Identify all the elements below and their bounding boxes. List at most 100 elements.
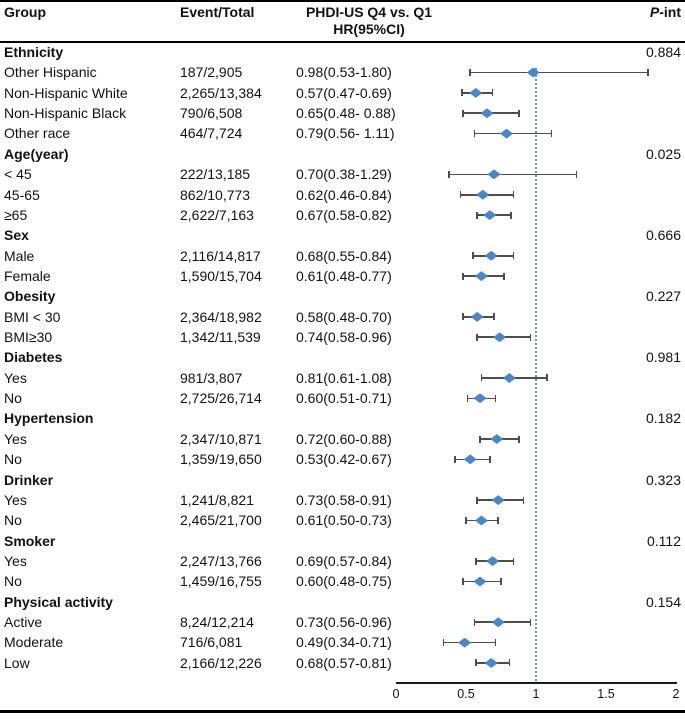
subgroup-label: Male [4, 247, 35, 264]
hr-ci-text: 0.69(0.57-0.84) [296, 552, 392, 569]
event-total-value: 1,241/8,821 [180, 491, 254, 508]
ci-cap-lower [462, 109, 464, 117]
subgroup-row: Other Hispanic 187/2,905 0.98(0.53-1.80) [0, 62, 685, 82]
group-row: Hypertension 0.182 [0, 408, 685, 428]
subgroup-row: 45-65 862/10,773 0.62(0.46-0.84) [0, 185, 685, 205]
p-interaction-value: 0.981 [645, 349, 681, 366]
ci-cap-upper [518, 109, 520, 117]
ci-cap-lower [475, 557, 477, 565]
event-total-value: 2,725/26,714 [180, 390, 262, 407]
ci-bar [449, 173, 577, 176]
x-axis-tick-label: 0.5 [457, 687, 475, 701]
hr-point-diamond-marker [490, 434, 504, 445]
ci-cap-upper [494, 639, 497, 647]
subgroup-row: ≥65 2,622/7,163 0.67(0.58-0.82) [0, 205, 685, 225]
event-total-value: 2,347/10,871 [180, 430, 262, 447]
bottom-rule [0, 710, 685, 713]
ci-cap-lower [465, 516, 467, 524]
ci-cap-lower [442, 639, 445, 647]
event-total-value: 2,364/18,982 [180, 308, 262, 325]
hr-ci-text: 0.68(0.57-0.81) [296, 654, 392, 671]
subgroup-row: Yes 2,347/10,871 0.72(0.60-0.88) [0, 429, 685, 449]
subgroup-label: BMI < 30 [4, 308, 61, 325]
ci-cap-upper [512, 252, 515, 260]
event-total-value: 2,166/12,226 [180, 654, 262, 671]
ci-cap-lower [462, 272, 464, 280]
ci-cap-lower [476, 496, 478, 504]
p-interaction-value: 0.666 [645, 227, 681, 244]
p-interaction-value: 0.227 [645, 288, 681, 305]
hr-point-diamond-marker [476, 189, 490, 200]
event-total-value: 2,622/7,163 [180, 206, 254, 223]
subgroup-label: Active [4, 614, 43, 631]
subgroup-label: Non-Hispanic White [4, 84, 128, 101]
group-row: Drinker 0.323 [0, 470, 685, 490]
hr-ci-text: 0.72(0.60-0.88) [296, 430, 392, 447]
column-header-event-total: Event/Total [180, 4, 255, 20]
event-total-value: 464/7,724 [180, 125, 243, 142]
ci-cap-lower [473, 618, 476, 626]
hr-ci-text: 0.70(0.38-1.29) [296, 166, 392, 183]
hr-point-diamond-marker [487, 169, 501, 180]
hr-ci-text: 0.57(0.47-0.69) [296, 84, 392, 101]
reference-line-hr1 [534, 68, 537, 684]
subgroup-label: 45-65 [4, 186, 40, 203]
ci-cap-upper [647, 69, 649, 77]
top-rule [0, 0, 685, 2]
p-interaction-value: 0.323 [645, 471, 681, 488]
ci-cap-lower [475, 659, 477, 667]
x-axis-tick-label: 1 [532, 687, 540, 701]
hr-point-diamond-marker [474, 271, 488, 282]
group-label: Obesity [4, 288, 56, 305]
ci-cap-upper [512, 191, 515, 199]
ci-cap-upper [550, 130, 553, 138]
hr-point-diamond-marker [463, 454, 477, 465]
subgroup-label: Low [4, 654, 30, 671]
x-axis-tick-label: 0 [392, 687, 400, 701]
group-row: Ethnicity 0.884 [0, 42, 685, 62]
ci-cap-lower [466, 394, 469, 402]
header-divider-rule [0, 41, 685, 43]
p-italic: P [649, 4, 660, 20]
event-total-value: 790/6,508 [180, 105, 243, 122]
hr-point-diamond-marker [493, 332, 507, 343]
event-total-value: 8,24/12,214 [180, 614, 254, 631]
subgroup-label: Non-Hispanic Black [4, 105, 127, 122]
subgroup-row: Yes 1,241/8,821 0.73(0.58-0.91) [0, 490, 685, 510]
group-row: Sex 0.666 [0, 225, 685, 245]
hr-ci-text: 0.79(0.56- 1.11) [296, 125, 395, 142]
ci-cap-lower [448, 170, 450, 178]
ci-cap-lower [473, 130, 476, 138]
event-total-value: 2,265/13,384 [180, 84, 262, 101]
hr-ci-text: 0.60(0.48-0.75) [296, 573, 392, 590]
subgroup-row: BMI≥30 1,342/11,539 0.74(0.58-0.96) [0, 327, 685, 347]
group-row: Smoker 0.112 [0, 531, 685, 551]
subgroup-row: No 2,725/26,714 0.60(0.51-0.71) [0, 388, 685, 408]
ci-cap-lower [454, 455, 456, 463]
subgroup-row: Non-Hispanic Black 790/6,508 0.65(0.48- 0.… [0, 103, 685, 123]
ci-cap-upper [500, 578, 502, 586]
ci-cap-lower [462, 313, 464, 321]
hr-point-diamond-marker [491, 617, 505, 628]
ci-cap-upper [491, 89, 494, 97]
subgroup-label: No [4, 573, 22, 590]
event-total-value: 1,590/15,704 [180, 267, 262, 284]
event-total-value: 187/2,905 [180, 64, 243, 81]
subgroup-label: < 45 [4, 166, 32, 183]
x-axis-line [396, 682, 677, 685]
ci-cap-lower [476, 211, 478, 219]
hr-ci-text: 0.58(0.48-0.70) [296, 308, 392, 325]
hr-point-diamond-marker [470, 311, 484, 322]
ci-cap-upper [508, 659, 511, 667]
hr-point-diamond-marker [473, 576, 487, 587]
event-total-value: 862/10,773 [180, 186, 251, 203]
hr-point-diamond-marker [484, 250, 498, 261]
ci-cap-lower [462, 578, 464, 586]
subgroup-label: Yes [4, 552, 27, 569]
ci-cap-lower [459, 191, 462, 199]
group-label: Physical activity [4, 593, 113, 610]
p-interaction-value: 0.182 [645, 410, 681, 427]
subgroup-row: No 2,465/21,700 0.61(0.50-0.73) [0, 510, 685, 530]
column-header-group: Group [4, 4, 46, 20]
